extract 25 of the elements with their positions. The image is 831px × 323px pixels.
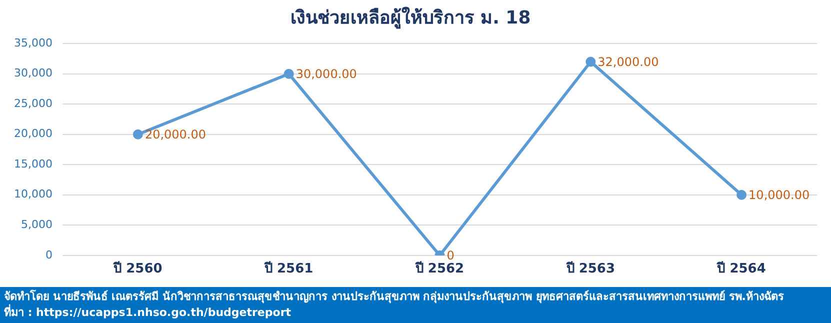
y-tick-label: 5,000 <box>20 218 52 231</box>
point <box>284 68 294 79</box>
y-tick-label: 20,000 <box>14 127 52 140</box>
point <box>736 190 747 200</box>
y-tick-label: 0 <box>45 248 52 262</box>
x-tick-label: ปี 2560 <box>112 260 162 277</box>
y-tick-label: 30,000 <box>14 66 52 80</box>
data-label: 30,000.00 <box>296 66 357 81</box>
point <box>132 129 143 140</box>
x-tick-label: ปี 2564 <box>716 260 766 277</box>
y-tick-label: 15,000 <box>14 157 52 170</box>
y-tick-label: 35,000 <box>14 36 52 50</box>
data-label: 10,000.00 <box>748 188 810 202</box>
text: ที่มา : https://ucapps1.nhso.go.th/budgetreport <box>4 305 292 321</box>
text: จัดทำโดย นายธีรพันธ์ เณตรรัศมี นักวิชาการสาธารณสุขชำนาญการ งานประกันสุขภาพ กลุ่มงานประกันสุขภาพ ยุทธศาสตร์และสารสนเทศทางการแพทย์ รพ.ห้างฉัตร <box>4 289 785 304</box>
x-tick-label: ปี 2563 <box>565 260 616 277</box>
x-tick-label: ปี 2562 <box>414 260 464 277</box>
chart-title: เงินช่วยเหลือผู้ให้บริการ ม. 18 <box>290 6 531 30</box>
y-tick-label: 10,000 <box>14 188 52 201</box>
data-label: 20,000.00 <box>144 127 206 142</box>
data-label: 32,000.00 <box>598 54 659 69</box>
x-tick-label: ปี 2561 <box>263 260 314 277</box>
point <box>586 56 596 67</box>
y-tick-label: 25,000 <box>14 96 52 110</box>
data-label: 0 <box>446 248 454 263</box>
